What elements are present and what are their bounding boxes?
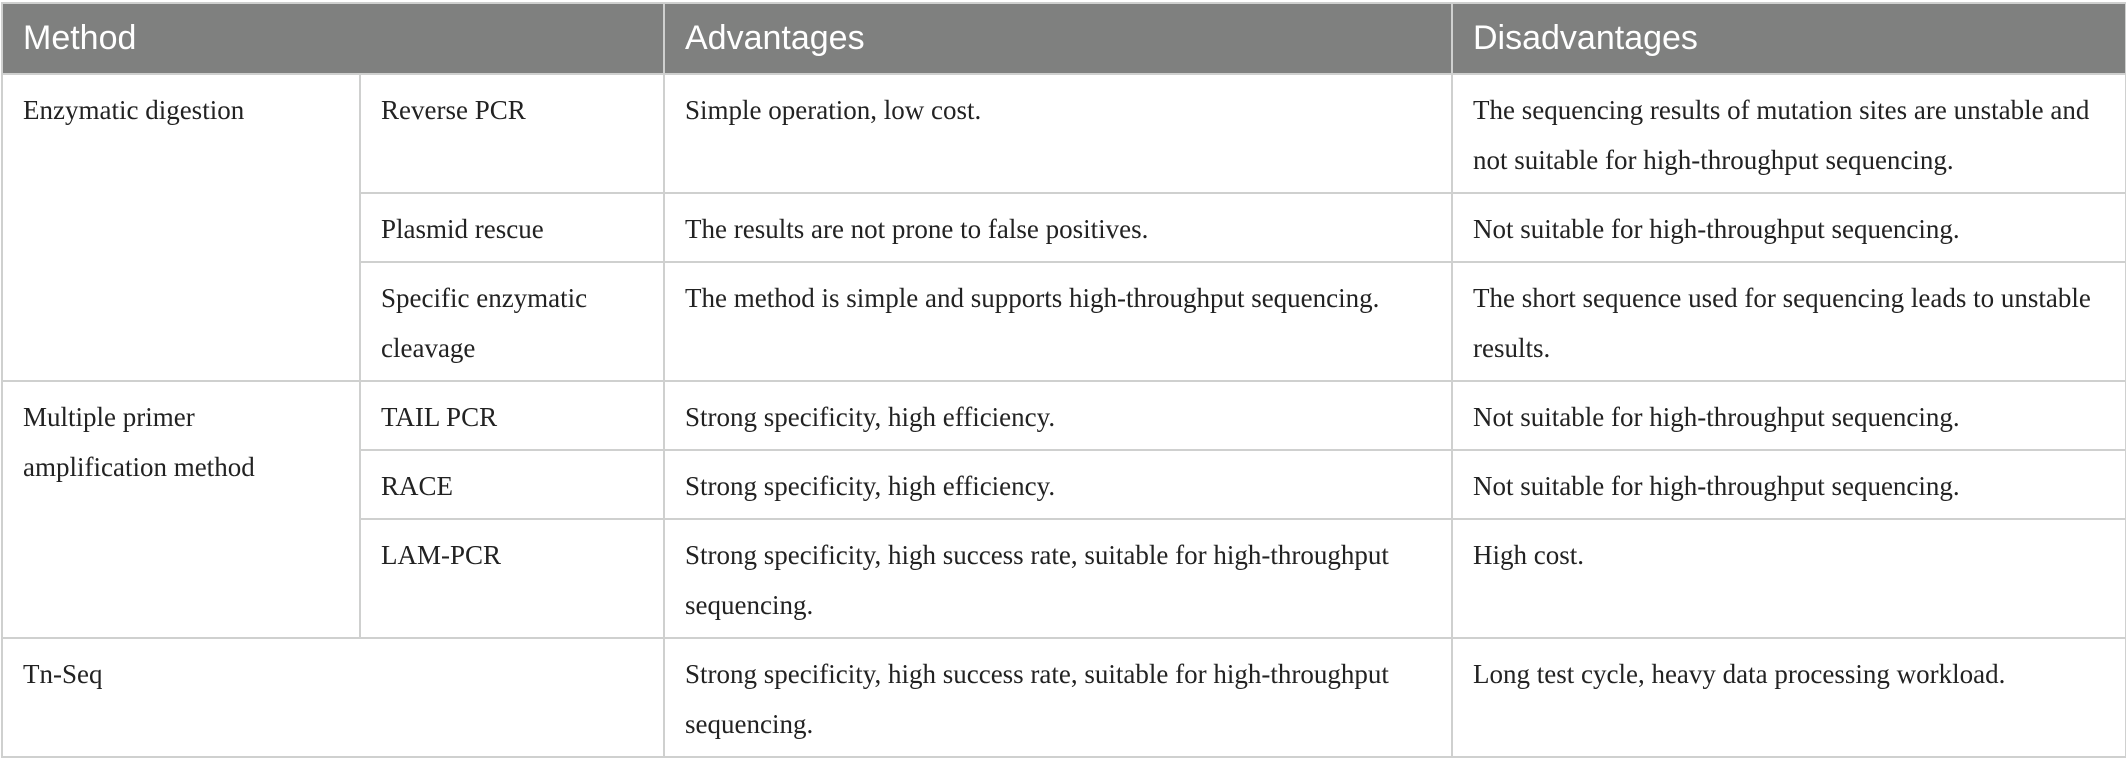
header-disadvantages: Disadvantages (1451, 2, 2126, 75)
header-method: Method (1, 2, 665, 75)
advantages-cell: Strong specificity, high success rate, s… (663, 637, 1453, 758)
submethod-cell: Plasmid rescue (359, 192, 665, 263)
advantages-cell: Strong specificity, high efficiency. (663, 380, 1453, 451)
submethod-cell: TAIL PCR (359, 380, 665, 451)
method-group-multiple-primer: Multiple primer amplification method (1, 380, 361, 639)
disadvantages-cell: Long test cycle, heavy data processing w… (1451, 637, 2126, 758)
table-row: Plasmid rescue The results are not prone… (2, 192, 2126, 263)
advantages-cell: Strong specificity, high success rate, s… (663, 518, 1453, 639)
advantages-cell: Strong specificity, high efficiency. (663, 449, 1453, 520)
disadvantages-cell: Not suitable for high-throughput sequenc… (1451, 192, 2126, 263)
table-row: Specific enzymatic cleavage The method i… (2, 261, 2126, 382)
method-group-enzymatic: Enzymatic digestion (1, 73, 361, 382)
table-row: RACE Strong specificity, high efficiency… (2, 449, 2126, 520)
table-row: Enzymatic digestion Reverse PCR Simple o… (1, 73, 2126, 382)
header-advantages: Advantages (663, 2, 1453, 75)
disadvantages-cell: Not suitable for high-throughput sequenc… (1451, 449, 2126, 520)
advantages-cell: The method is simple and supports high-t… (663, 261, 1453, 382)
disadvantages-cell: High cost. (1451, 518, 2126, 639)
submethod-cell: RACE (359, 449, 665, 520)
table-row: Tn-Seq Strong specificity, high success … (1, 637, 2126, 758)
advantages-cell: Simple operation, low cost. (663, 73, 1453, 194)
header-row: Method Advantages Disadvantages (1, 2, 2126, 75)
submethod-cell: Reverse PCR (359, 73, 665, 194)
submethod-cell: LAM-PCR (359, 518, 665, 639)
submethod-cell: Specific enzymatic cleavage (359, 261, 665, 382)
method-group-tnseq: Tn-Seq (1, 637, 665, 758)
advantages-cell: The results are not prone to false posit… (663, 192, 1453, 263)
disadvantages-cell: The sequencing results of mutation sites… (1451, 73, 2126, 194)
table-row: Multiple primer amplification method TAI… (1, 380, 2126, 639)
table-row: LAM-PCR Strong specificity, high success… (2, 518, 2126, 639)
disadvantages-cell: The short sequence used for sequencing l… (1451, 261, 2126, 382)
disadvantages-cell: Not suitable for high-throughput sequenc… (1451, 380, 2126, 451)
